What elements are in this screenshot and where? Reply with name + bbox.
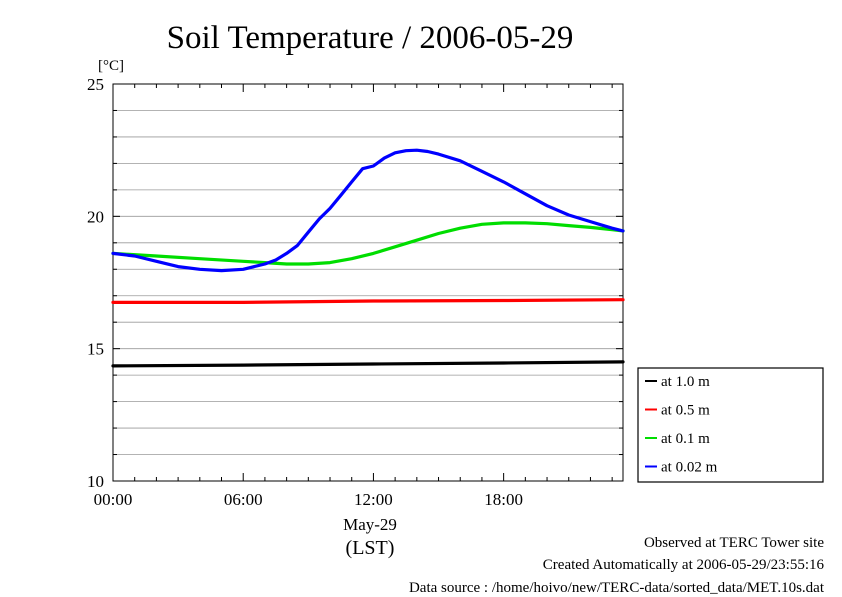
chart-title: Soil Temperature / 2006-05-29	[167, 20, 574, 56]
legend-label: at 0.5 m	[661, 403, 710, 419]
footer-site-note: Observed at TERC Tower site	[643, 535, 824, 551]
x-tick-label: 06:00	[224, 490, 263, 509]
y-tick-label: 20	[87, 207, 104, 226]
y-axis-unit-label: [°C]	[98, 58, 124, 74]
y-tick-label: 10	[87, 472, 104, 491]
x-tick-label: 12:00	[354, 490, 393, 509]
legend: at 1.0 m at 0.5 m at 0.1 m at 0.02 m	[637, 367, 824, 483]
legend-label: at 0.1 m	[661, 431, 710, 447]
legend-label: at 0.02 m	[661, 460, 718, 476]
gridlines	[113, 110, 623, 455]
series-line-at-0-02-m	[111, 148, 625, 273]
y-tick-label: 25	[87, 75, 104, 94]
series-line-at-0-1-m	[111, 221, 625, 266]
series-line-at-0-5-m	[111, 298, 625, 304]
x-tick-label: 00:00	[94, 490, 133, 509]
footer-created-note: Created Automatically at 2006-05-29/23:5…	[542, 557, 824, 573]
legend-box	[637, 367, 824, 483]
footer-data-source: Data source : /home/hoivo/new/TERC-data/…	[408, 580, 824, 596]
x-tick-label: 18:00	[484, 490, 523, 509]
series-line-at-1-0-m	[111, 360, 625, 368]
plot-area-frame	[112, 83, 624, 482]
y-axis-ticks: 10 15 20 25	[87, 75, 623, 491]
y-tick-label: 15	[87, 340, 104, 359]
x-axis-ticks: 00:00 06:00 12:00 18:00	[94, 84, 613, 509]
x-axis-date-label: May-29	[343, 515, 397, 534]
legend-label: at 1.0 m	[661, 374, 710, 390]
x-axis-unit-label: (LST)	[346, 537, 395, 559]
series-lines	[111, 148, 625, 368]
